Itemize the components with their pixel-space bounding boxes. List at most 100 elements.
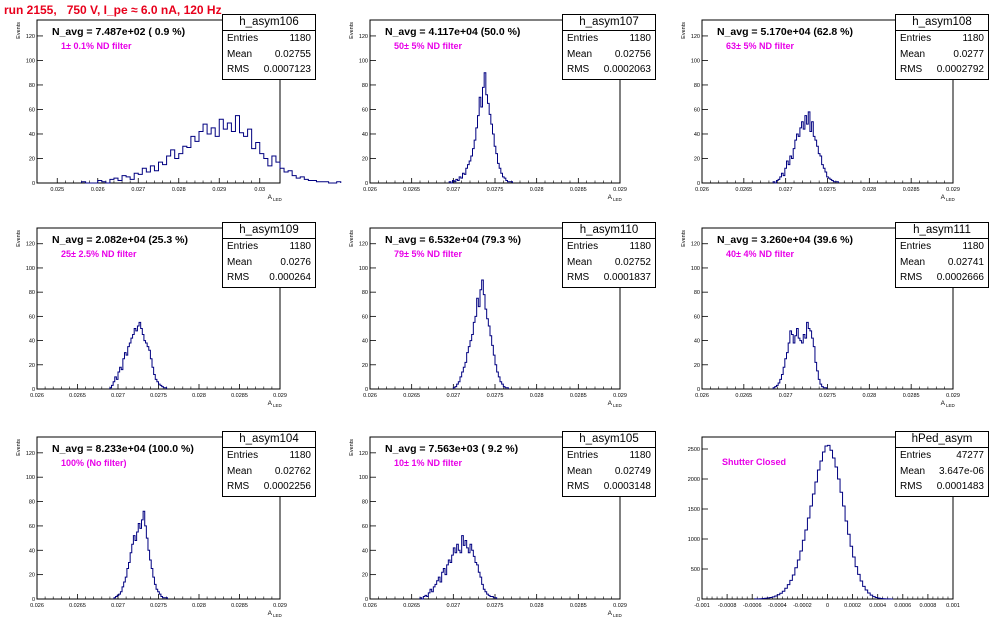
y-tick-label: 100	[359, 475, 368, 481]
y-tick-label: 40	[29, 132, 35, 138]
stats-rms-label: RMS	[567, 64, 590, 75]
y-tick-label: 120	[691, 242, 700, 248]
x-tick-label: 0.0265	[403, 393, 420, 399]
x-tick-label: 0.0275	[487, 393, 504, 399]
stats-entries-label: Entries	[227, 33, 259, 44]
stats-rms-label: RMS	[227, 272, 250, 283]
stats-entries-value: 1180	[629, 450, 651, 461]
x-tick-label: 0.0265	[69, 393, 86, 399]
stats-box: hPed_asym Entries 47277 Mean 3.647e-06 RMS 0.0…	[895, 431, 989, 497]
x-tick-label: 0.0002	[844, 603, 861, 609]
stats-mean-row: Mean 0.0276	[223, 255, 315, 271]
x-axis-label: A	[608, 400, 613, 407]
stats-box: h_asym111 Entries 1180 Mean 0.02741 RMS 0.0002…	[895, 222, 989, 288]
x-tick-label: 0.028	[530, 187, 544, 193]
stats-entries-row: Entries 1180	[563, 448, 655, 464]
y-tick-label: 60	[29, 107, 35, 113]
histogram-panel: -0.001 -0.0008 -0.0006 -0.0004 -0.0002 0 0.000…	[688, 436, 960, 609]
stats-mean-row: Mean 0.0277	[896, 47, 988, 63]
stats-mean-value: 0.02756	[614, 48, 651, 60]
stats-rms-label: RMS	[567, 481, 590, 492]
y-tick-label: 500	[691, 567, 700, 573]
y-tick-label: 20	[362, 573, 368, 579]
stats-rms-value: 0.0002063	[603, 64, 651, 75]
x-tick-label: 0.027	[111, 603, 125, 609]
x-tick-label: 0.026	[363, 187, 377, 193]
stats-mean-row: Mean 0.02756	[563, 47, 655, 63]
stats-title: h_asym107	[563, 15, 655, 31]
x-tick-label: 0.026	[30, 603, 44, 609]
histogram-panel: 0.026 0.0265 0.027 0.0275 0.028 0.0285 0.029 0 2…	[681, 19, 960, 202]
histogram-line	[81, 115, 342, 184]
x-tick-label: 0.026	[363, 393, 377, 399]
stats-rms-label: RMS	[900, 481, 923, 492]
x-tick-label: 0.027	[446, 187, 460, 193]
stats-entries-value: 1180	[962, 33, 984, 44]
y-tick-label: 20	[29, 573, 35, 579]
x-axis-label: A	[268, 400, 273, 407]
navg-label: N_avg = 3.260e+04 (39.6 %)	[717, 234, 854, 246]
x-tick-label: 0.0265	[403, 187, 420, 193]
stats-entries-row: Entries 1180	[223, 31, 315, 47]
x-tick-label: 0.0006	[894, 603, 911, 609]
histogram-panel: 0.026 0.0265 0.027 0.0275 0.028 0.0285 0.029 0 2…	[16, 436, 287, 618]
stats-entries-row: Entries 1180	[223, 448, 315, 464]
stats-mean-row: Mean 0.02741	[896, 255, 988, 271]
histogram-line	[754, 444, 894, 600]
stats-rms-row: RMS 0.0007123	[223, 62, 315, 78]
x-tick-label: -0.0008	[718, 603, 737, 609]
filter-label: 1± 0.1% ND filter	[61, 41, 132, 51]
stats-mean-row: Mean 3.647e-06	[896, 464, 988, 480]
x-tick-label: 0.027	[111, 393, 125, 399]
x-tick-label: 0.0265	[69, 603, 86, 609]
y-tick-label: 20	[694, 363, 700, 369]
stats-title: h_asym104	[223, 432, 315, 448]
y-tick-label: 100	[26, 475, 35, 481]
x-tick-label: 0.0285	[903, 187, 920, 193]
x-tick-label: 0.028	[172, 187, 186, 193]
stats-mean-label: Mean	[567, 465, 593, 477]
stats-mean-value: 0.0276	[280, 256, 311, 268]
stats-box: h_asym110 Entries 1180 Mean 0.02752 RMS 0.0001…	[562, 222, 656, 288]
x-tick-label: 0.0275	[150, 393, 167, 399]
y-tick-label: 20	[29, 156, 35, 162]
x-tick-label: 0.0285	[570, 603, 587, 609]
stats-box: h_asym105 Entries 1180 Mean 0.02749 RMS 0.0003…	[562, 431, 656, 497]
y-tick-label: 20	[362, 156, 368, 162]
x-tick-label: 0.029	[946, 187, 960, 193]
histogram-line	[113, 510, 168, 599]
stats-entries-value: 1180	[289, 241, 311, 252]
x-tick-label: 0.027	[446, 603, 460, 609]
y-tick-label: 0	[32, 181, 35, 187]
y-tick-label: 80	[362, 500, 368, 506]
x-tick-label: 0.0285	[231, 393, 248, 399]
y-tick-label: 80	[694, 83, 700, 89]
stats-mean-label: Mean	[567, 48, 593, 60]
x-tick-label: 0.029	[613, 393, 627, 399]
stats-entries-label: Entries	[900, 33, 932, 44]
x-tick-label: 0.029	[613, 603, 627, 609]
y-tick-label: 80	[29, 83, 35, 89]
stats-rms-label: RMS	[227, 64, 250, 75]
histogram-line	[452, 279, 509, 389]
x-tick-label: 0.0265	[735, 187, 752, 193]
stats-box: h_asym104 Entries 1180 Mean 0.02762 RMS 0.0002…	[222, 431, 316, 497]
y-tick-label: 40	[29, 548, 35, 554]
x-tick-label: 0.026	[91, 187, 105, 193]
x-tick-label: 0.0275	[487, 603, 504, 609]
stats-mean-row: Mean 0.02755	[223, 47, 315, 63]
y-tick-label: 100	[26, 58, 35, 64]
x-tick-label: 0.0008	[919, 603, 936, 609]
y-tick-label: 120	[26, 451, 35, 457]
stats-entries-value: 1180	[629, 33, 651, 44]
x-axis-label-subscript: LED	[946, 403, 956, 408]
stats-mean-label: Mean	[900, 256, 926, 268]
x-tick-label: 0.029	[273, 603, 287, 609]
x-tick-label: 0.03	[254, 187, 265, 193]
x-tick-label: -0.001	[694, 603, 710, 609]
navg-label: N_avg = 6.532e+04 (79.3 %)	[385, 234, 522, 246]
stats-mean-label: Mean	[567, 256, 593, 268]
histogram-line	[109, 321, 168, 389]
x-tick-label: 0.0275	[487, 187, 504, 193]
y-tick-label: 80	[29, 290, 35, 296]
